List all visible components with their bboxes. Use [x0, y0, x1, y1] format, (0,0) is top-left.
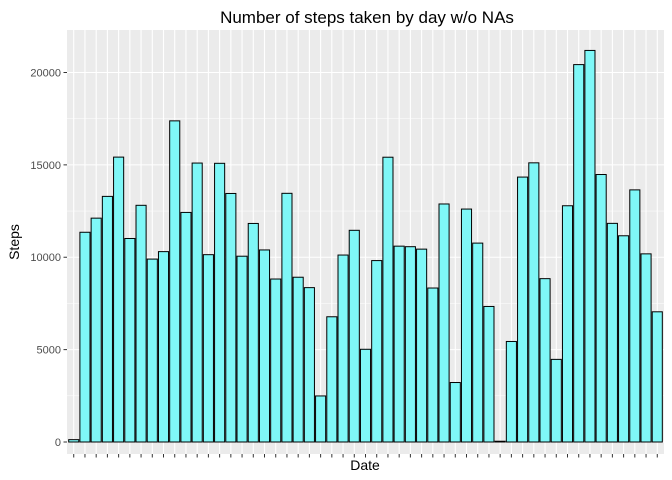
- y-tick-label: 0: [55, 437, 61, 449]
- bar: [651, 311, 663, 443]
- y-tick-label: 5000: [37, 345, 61, 357]
- bar: [550, 358, 562, 443]
- bar: [573, 64, 585, 443]
- bar: [460, 208, 473, 443]
- bar: [584, 49, 596, 443]
- bar: [427, 287, 439, 443]
- bar: [517, 176, 529, 443]
- y-tick-label: 15000: [30, 160, 61, 172]
- bar: [303, 287, 315, 443]
- bar: [606, 222, 618, 443]
- bar: [101, 195, 113, 443]
- x-axis: [73, 454, 658, 458]
- bar: [157, 251, 170, 443]
- bar: [225, 192, 237, 443]
- bar: [113, 156, 125, 443]
- bar: [640, 253, 652, 443]
- bar: [146, 258, 158, 443]
- bar: [236, 255, 248, 443]
- bar: [337, 254, 349, 443]
- bar: [214, 162, 226, 443]
- bar: [315, 395, 327, 443]
- bar: [561, 205, 574, 443]
- bar: [90, 217, 102, 443]
- y-axis: 0 5000 10000 15000 20000: [30, 67, 67, 449]
- bar: [449, 382, 461, 443]
- y-axis-title: Steps: [6, 224, 22, 260]
- bar: [68, 439, 80, 443]
- bar: [494, 440, 506, 443]
- bar: [247, 222, 259, 443]
- bar: [359, 348, 372, 443]
- bar: [618, 235, 630, 443]
- bar: [528, 162, 540, 443]
- bar: [326, 316, 338, 443]
- bars: [68, 49, 663, 443]
- bar: [472, 242, 484, 443]
- bar: [539, 278, 551, 443]
- bar: [416, 248, 428, 443]
- bar: [191, 162, 203, 443]
- bar: [505, 340, 517, 443]
- bar: [79, 231, 91, 443]
- bar: [258, 249, 271, 443]
- bar: [404, 246, 416, 443]
- bar: [483, 305, 495, 443]
- y-tick-label: 20000: [30, 67, 61, 79]
- bar: [382, 156, 394, 443]
- bar: [169, 120, 181, 443]
- bar: [348, 229, 360, 443]
- bar: [281, 192, 293, 443]
- x-axis-title: Date: [350, 457, 380, 473]
- bar: [124, 237, 136, 443]
- bar: [595, 174, 607, 443]
- bar: [629, 189, 641, 443]
- chart-title: Number of steps taken by day w/o NAs: [220, 8, 514, 27]
- bar: [371, 260, 383, 443]
- bar: [292, 276, 304, 443]
- bar: [202, 254, 214, 443]
- bar: [438, 203, 450, 443]
- bar: [180, 211, 192, 443]
- bar: [393, 245, 405, 443]
- bar: [135, 204, 147, 443]
- bar: [270, 278, 282, 443]
- y-tick-label: 10000: [30, 252, 61, 264]
